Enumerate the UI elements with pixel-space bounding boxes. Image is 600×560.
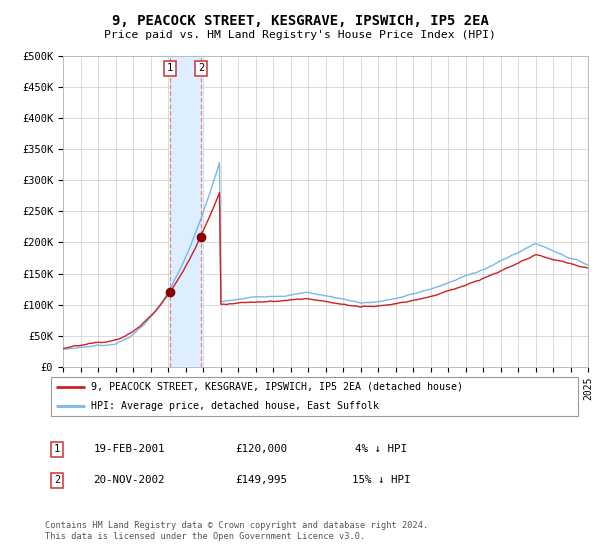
Text: £149,995: £149,995: [235, 475, 287, 486]
Text: 1: 1: [54, 444, 60, 454]
Text: 19-FEB-2001: 19-FEB-2001: [93, 444, 165, 454]
Text: £120,000: £120,000: [235, 444, 287, 454]
Text: 2: 2: [54, 475, 60, 486]
Text: 4% ↓ HPI: 4% ↓ HPI: [355, 444, 407, 454]
Text: 9, PEACOCK STREET, KESGRAVE, IPSWICH, IP5 2EA: 9, PEACOCK STREET, KESGRAVE, IPSWICH, IP…: [112, 14, 488, 28]
Text: Contains HM Land Registry data © Crown copyright and database right 2024.
This d: Contains HM Land Registry data © Crown c…: [45, 521, 428, 540]
Text: 15% ↓ HPI: 15% ↓ HPI: [352, 475, 410, 486]
Text: 1: 1: [167, 63, 173, 73]
Text: 20-NOV-2002: 20-NOV-2002: [93, 475, 165, 486]
Bar: [170, 56, 201, 367]
Text: Price paid vs. HM Land Registry's House Price Index (HPI): Price paid vs. HM Land Registry's House …: [104, 30, 496, 40]
Text: 2: 2: [198, 63, 204, 73]
Text: 9, PEACOCK STREET, KESGRAVE, IPSWICH, IP5 2EA (detached house): 9, PEACOCK STREET, KESGRAVE, IPSWICH, IP…: [91, 381, 463, 391]
Text: HPI: Average price, detached house, East Suffolk: HPI: Average price, detached house, East…: [91, 401, 379, 411]
FancyBboxPatch shape: [50, 377, 578, 416]
